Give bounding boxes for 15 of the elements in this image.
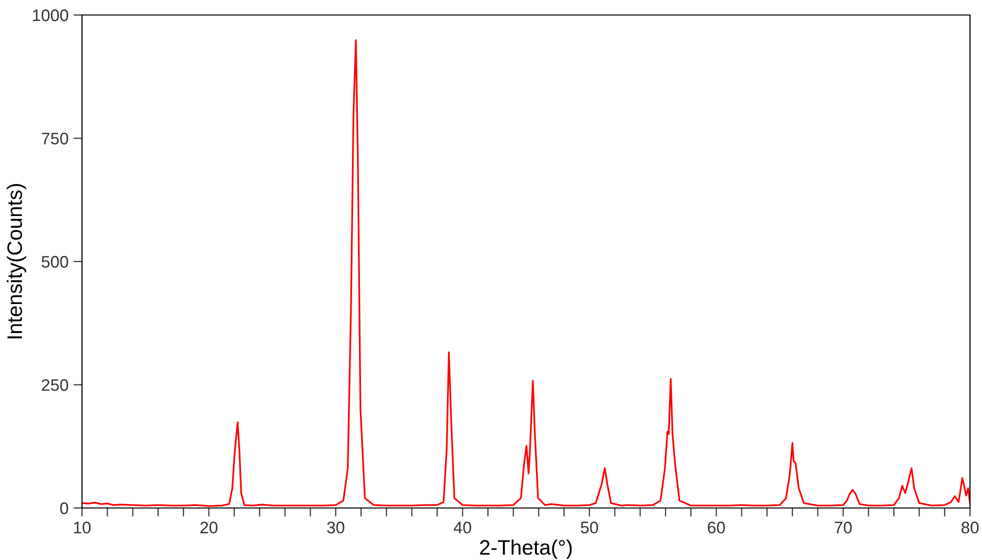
y-tick-label: 500 [42,256,68,268]
x-tick-label: 80 [961,522,979,534]
y-axis-title: Intensity(Counts) [6,184,26,338]
x-tick-label: 40 [454,522,472,534]
y-tick-label: 1000 [33,9,68,22]
x-tick-label: 20 [200,522,218,534]
x-tick-label: 70 [834,522,852,534]
x-tick-label: 60 [708,522,725,534]
x-tick-label: 30 [327,522,344,534]
y-tick-label: 750 [42,132,68,144]
y-tick-label: 0 [60,502,68,514]
x-axis-title: 2-Theta(°) [480,540,572,559]
x-tick-label: 10 [74,522,91,534]
x-tick-label: 50 [580,522,598,534]
y-tick-label: 250 [42,379,68,391]
